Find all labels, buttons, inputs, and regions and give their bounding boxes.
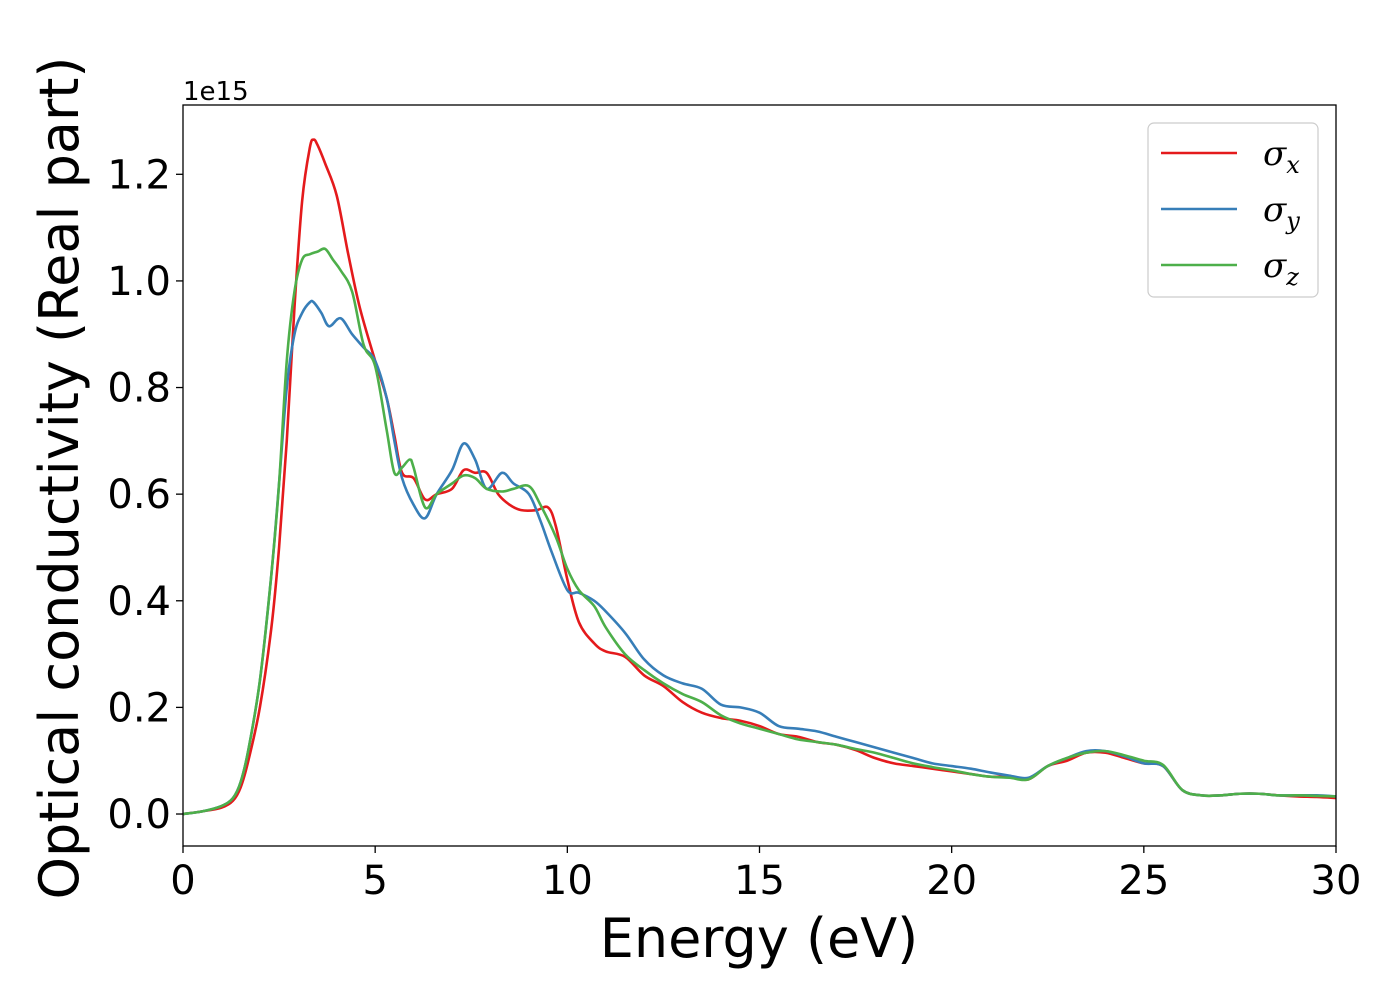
x-axis-title: Energy (eV) bbox=[600, 907, 919, 970]
plot-area bbox=[182, 104, 1337, 847]
y-tick-label: 0.0 bbox=[107, 792, 171, 838]
y-tick-label: 0.8 bbox=[107, 366, 171, 412]
y-tick-label: 0.2 bbox=[107, 685, 171, 731]
x-tick-label: 0 bbox=[170, 858, 195, 904]
y-tick-label: 1.0 bbox=[107, 259, 171, 305]
y-tick-label: 0.6 bbox=[107, 472, 171, 518]
series-line-y bbox=[183, 299, 1336, 816]
x-tick-label: 15 bbox=[734, 858, 785, 904]
legend-label-y: σy bbox=[1263, 190, 1300, 235]
series-line-z bbox=[183, 247, 1336, 816]
x-tick-label: 30 bbox=[1311, 858, 1362, 904]
x-axis: 0 5 10 15 20 25 30 bbox=[170, 846, 1361, 904]
y-axis-title: Optical conductivity (Real part) bbox=[28, 57, 91, 900]
x-tick-label: 10 bbox=[542, 858, 593, 904]
y-axis: 0.0 0.2 0.4 0.6 0.8 1.0 1.2 bbox=[107, 152, 183, 838]
legend-label-x: σx bbox=[1263, 134, 1300, 179]
y-tick-label: 1.2 bbox=[107, 152, 171, 198]
legend-label-z: σz bbox=[1263, 246, 1299, 291]
series-layer bbox=[183, 138, 1336, 816]
legend: σx σy σz bbox=[1147, 122, 1319, 298]
x-tick-label: 5 bbox=[362, 858, 387, 904]
y-tick-label: 0.4 bbox=[107, 579, 171, 625]
y-offset-label: 1e15 bbox=[183, 77, 249, 107]
x-tick-label: 25 bbox=[1118, 858, 1169, 904]
x-tick-label: 20 bbox=[926, 858, 977, 904]
